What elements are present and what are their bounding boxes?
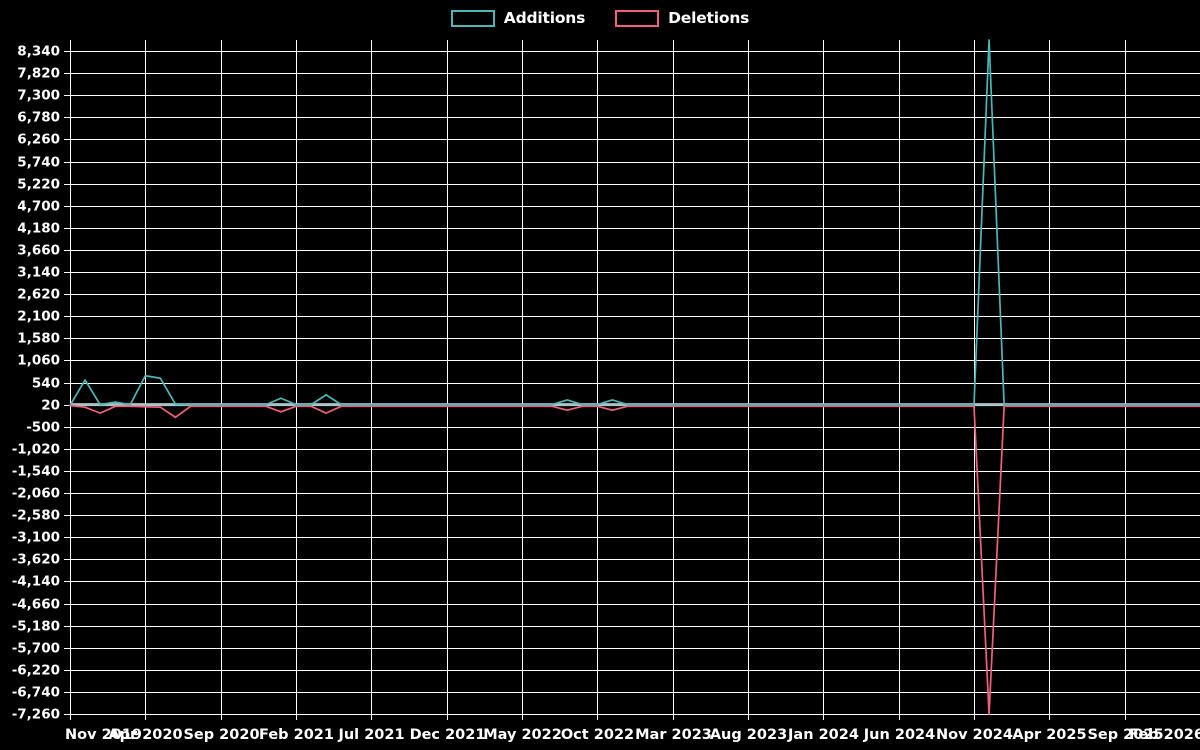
- y-tick-label: 2,100: [17, 309, 60, 325]
- y-tick-label: 7,820: [17, 66, 60, 82]
- x-tick-label: Nov 2019: [65, 727, 142, 743]
- y-tick-label: -6,220: [12, 663, 60, 679]
- y-tick-label: -500: [26, 420, 60, 436]
- y-tick-label: -1,020: [12, 442, 60, 458]
- x-tick-label: Apr 2020: [108, 727, 182, 743]
- y-tick-label: 4,700: [17, 199, 60, 215]
- y-tick-label: 5,740: [17, 155, 60, 171]
- x-tick-label: Mar 2023: [635, 727, 712, 743]
- y-tick-label: -7,260: [12, 707, 60, 723]
- y-tick-label: -6,740: [12, 685, 60, 701]
- y-tick-label: 1,060: [17, 353, 60, 369]
- x-tick-label: Sep 2020: [183, 727, 259, 743]
- x-tick-label: Sep 2025: [1087, 727, 1163, 743]
- y-tick-label: -5,180: [12, 619, 60, 635]
- x-tick-label: May 2022: [483, 727, 562, 743]
- x-tick-label: Jul 2021: [337, 727, 404, 743]
- y-tick-label: -3,620: [12, 552, 60, 568]
- y-tick-label: -2,060: [12, 486, 60, 502]
- y-tick-label: -1,540: [12, 464, 60, 480]
- y-tick-label: 20: [41, 398, 60, 414]
- y-tick-label: 1,580: [17, 331, 60, 347]
- y-tick-label: 3,660: [17, 243, 60, 259]
- grid-layer: [69, 40, 1200, 716]
- y-tick-label: 6,260: [17, 132, 60, 148]
- series-line-additions: [69, 39, 1200, 407]
- y-tick-label: -4,140: [12, 574, 60, 590]
- y-tick-label: -5,700: [12, 641, 60, 657]
- x-tick-label: Feb 2021: [259, 727, 334, 743]
- y-tick-label: -2,580: [12, 508, 60, 524]
- y-tick-label: 7,300: [17, 88, 60, 104]
- y-tick-label: 5,220: [17, 177, 60, 193]
- y-tick-label: 4,180: [17, 221, 60, 237]
- y-axis-ticks: 8,340 7,820 7,300 6,780 6,260 5,740 5,220 4,700…: [12, 44, 70, 723]
- series-layer: [69, 39, 1200, 715]
- x-tick-label: Dec 2021: [410, 727, 486, 743]
- y-tick-label: 3,140: [17, 265, 60, 281]
- series-line-deletions: [69, 404, 1200, 715]
- x-tick-label: Feb 2026: [1129, 727, 1200, 743]
- x-tick-label: Nov 2024: [936, 727, 1013, 743]
- x-tick-label: Oct 2022: [561, 727, 634, 743]
- y-tick-label: 8,340: [17, 44, 60, 60]
- x-tick-label: Jun 2024: [863, 727, 935, 743]
- y-tick-label: 6,780: [17, 110, 60, 126]
- x-tick-label: Aug 2023: [710, 727, 787, 743]
- x-tick-label: Apr 2025: [1012, 727, 1086, 743]
- y-tick-label: -3,100: [12, 530, 60, 546]
- y-tick-label: 2,620: [17, 287, 60, 303]
- y-tick-label: -4,660: [12, 597, 60, 613]
- y-tick-label: 540: [32, 376, 60, 392]
- x-tick-label: Jan 2024: [787, 727, 859, 743]
